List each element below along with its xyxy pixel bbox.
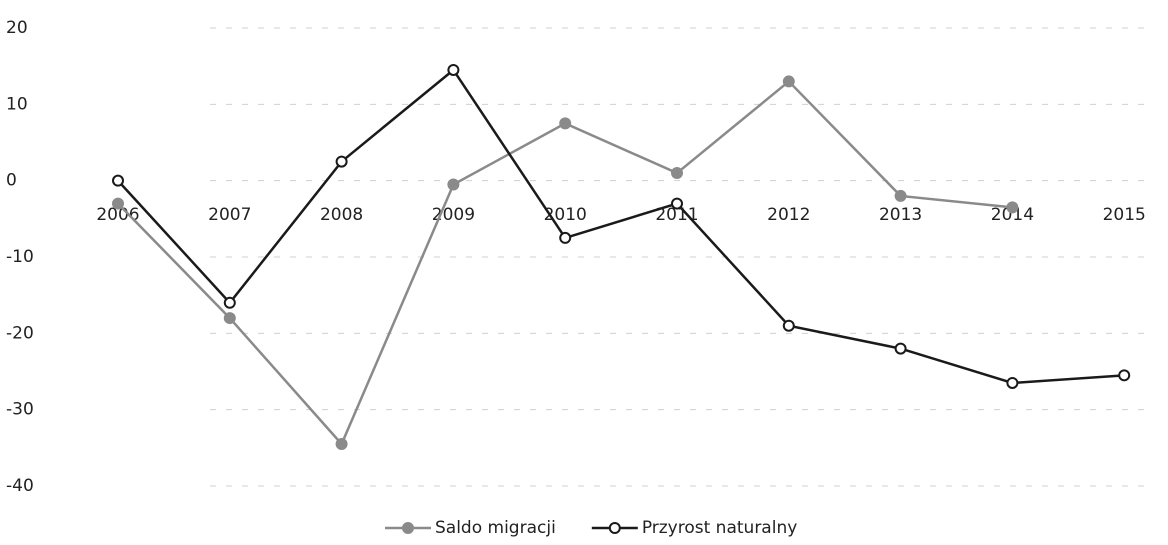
- legend-label: Przyrost naturalny: [642, 518, 797, 538]
- data-point: [894, 342, 907, 355]
- data-point: [223, 296, 236, 309]
- x-tick-label: 2008: [320, 205, 363, 225]
- x-tick-label: 2011: [655, 205, 698, 225]
- data-point: [559, 231, 572, 244]
- x-tick-label: 2012: [767, 205, 810, 225]
- data-point: [112, 197, 124, 210]
- data-point: [1006, 376, 1019, 389]
- y-tick-label: -40: [6, 476, 34, 496]
- data-point: [1118, 369, 1131, 382]
- x-tick-label: 2015: [1103, 205, 1146, 225]
- legend-marker: [608, 522, 621, 534]
- data-point: [671, 167, 683, 180]
- series-line: [117, 68, 1125, 385]
- data-point: [782, 319, 795, 332]
- data-point: [559, 117, 572, 130]
- x-tick-label: 2007: [208, 205, 251, 225]
- data-point: [112, 174, 124, 187]
- y-tick-label: 0: [6, 171, 17, 191]
- y-tick-label: -30: [6, 400, 34, 420]
- data-point: [894, 189, 907, 202]
- data-point: [335, 438, 348, 451]
- x-tick-label: 2014: [991, 205, 1034, 225]
- legend-marker: [402, 522, 414, 534]
- data-point: [782, 75, 795, 88]
- data-point: [447, 178, 460, 191]
- data-point: [447, 63, 460, 76]
- y-tick-label: -20: [6, 323, 34, 343]
- x-tick-label: 2013: [879, 205, 922, 225]
- y-tick-label: 20: [6, 18, 28, 38]
- data-point: [1006, 201, 1019, 214]
- data-point: [223, 312, 236, 325]
- series-line: [117, 79, 1013, 447]
- x-tick-label: 2006: [96, 205, 139, 225]
- legend-label: Saldo migracji: [435, 518, 556, 538]
- data-point: [671, 197, 683, 210]
- y-tick-label: 10: [6, 94, 28, 114]
- data-point: [335, 155, 348, 168]
- y-tick-label: -10: [6, 247, 34, 267]
